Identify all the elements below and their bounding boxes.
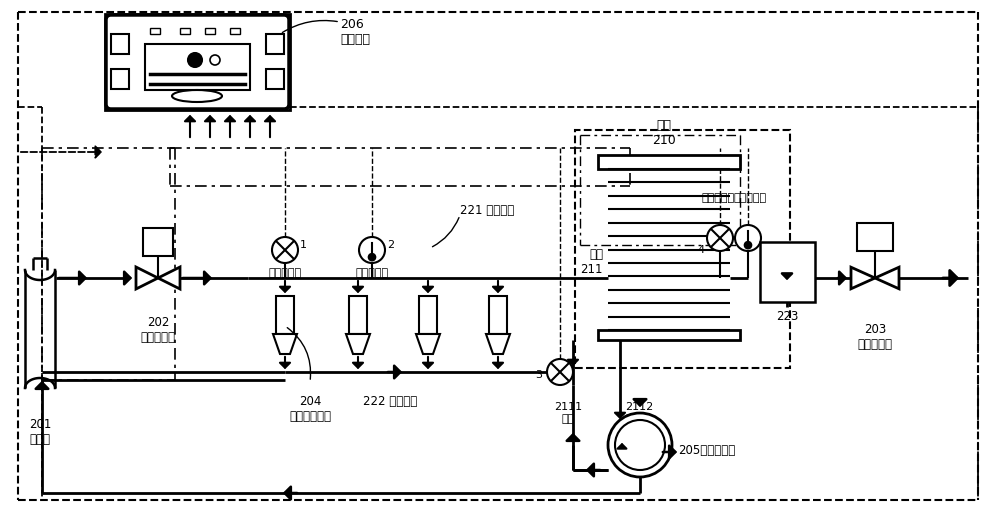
Text: 2: 2 xyxy=(387,240,394,250)
Bar xyxy=(111,69,129,89)
Bar xyxy=(598,155,740,169)
Text: 4: 4 xyxy=(698,245,705,255)
Bar xyxy=(143,228,173,256)
Polygon shape xyxy=(851,267,875,289)
Bar xyxy=(145,44,250,90)
Text: 压力传感器: 压力传感器 xyxy=(268,268,301,278)
Bar xyxy=(266,34,284,54)
Circle shape xyxy=(608,413,672,477)
Polygon shape xyxy=(416,334,440,354)
Text: 2111
入口: 2111 入口 xyxy=(554,402,582,424)
Polygon shape xyxy=(875,267,899,289)
Circle shape xyxy=(210,55,220,65)
Bar xyxy=(857,223,893,251)
Circle shape xyxy=(359,237,385,263)
Bar xyxy=(205,28,215,34)
Circle shape xyxy=(272,237,298,263)
Text: 3: 3 xyxy=(535,370,542,380)
Text: 温度传感器: 温度传感器 xyxy=(734,193,767,203)
Bar xyxy=(111,34,129,54)
Bar xyxy=(419,296,437,334)
Text: 223: 223 xyxy=(776,310,799,323)
Text: 电堆
210: 电堆 210 xyxy=(652,119,676,147)
Text: 温度传感器: 温度传感器 xyxy=(356,268,389,278)
Bar xyxy=(760,242,815,302)
Polygon shape xyxy=(158,267,180,289)
Text: 201
储氢罐: 201 储氢罐 xyxy=(29,418,51,446)
Text: 221 氢气管路: 221 氢气管路 xyxy=(460,204,514,216)
Text: 222 氢气管路: 222 氢气管路 xyxy=(363,395,417,408)
Circle shape xyxy=(735,225,761,251)
Bar xyxy=(105,14,290,110)
Text: 204
氢气喷射装置: 204 氢气喷射装置 xyxy=(289,395,331,423)
Text: 压力传感器: 压力传感器 xyxy=(702,193,735,203)
Bar xyxy=(150,28,160,34)
Polygon shape xyxy=(136,267,158,289)
Bar xyxy=(489,296,507,334)
Polygon shape xyxy=(346,334,370,354)
Bar xyxy=(349,296,367,334)
Text: 203
排气排水阀: 203 排气排水阀 xyxy=(857,323,892,351)
Circle shape xyxy=(615,420,665,470)
Circle shape xyxy=(368,253,376,261)
Polygon shape xyxy=(486,334,510,354)
Bar xyxy=(276,296,294,334)
Text: 202
喷射电磁阀: 202 喷射电磁阀 xyxy=(141,316,175,344)
Circle shape xyxy=(745,242,752,249)
Bar xyxy=(266,69,284,89)
Circle shape xyxy=(707,225,733,251)
Ellipse shape xyxy=(172,90,222,102)
Text: 205阳极循环泵: 205阳极循环泵 xyxy=(678,444,735,456)
Text: 5: 5 xyxy=(764,245,771,255)
Circle shape xyxy=(547,359,573,385)
Bar xyxy=(180,28,190,34)
Text: 1: 1 xyxy=(300,240,307,250)
Bar xyxy=(575,130,790,368)
Text: 阳极
211: 阳极 211 xyxy=(580,248,603,276)
Bar xyxy=(598,330,740,340)
Text: 2112
出口: 2112 出口 xyxy=(625,402,653,424)
FancyBboxPatch shape xyxy=(106,15,289,109)
Circle shape xyxy=(188,53,202,67)
Text: 206
微控制器: 206 微控制器 xyxy=(340,18,370,46)
Polygon shape xyxy=(273,334,297,354)
Bar xyxy=(230,28,240,34)
